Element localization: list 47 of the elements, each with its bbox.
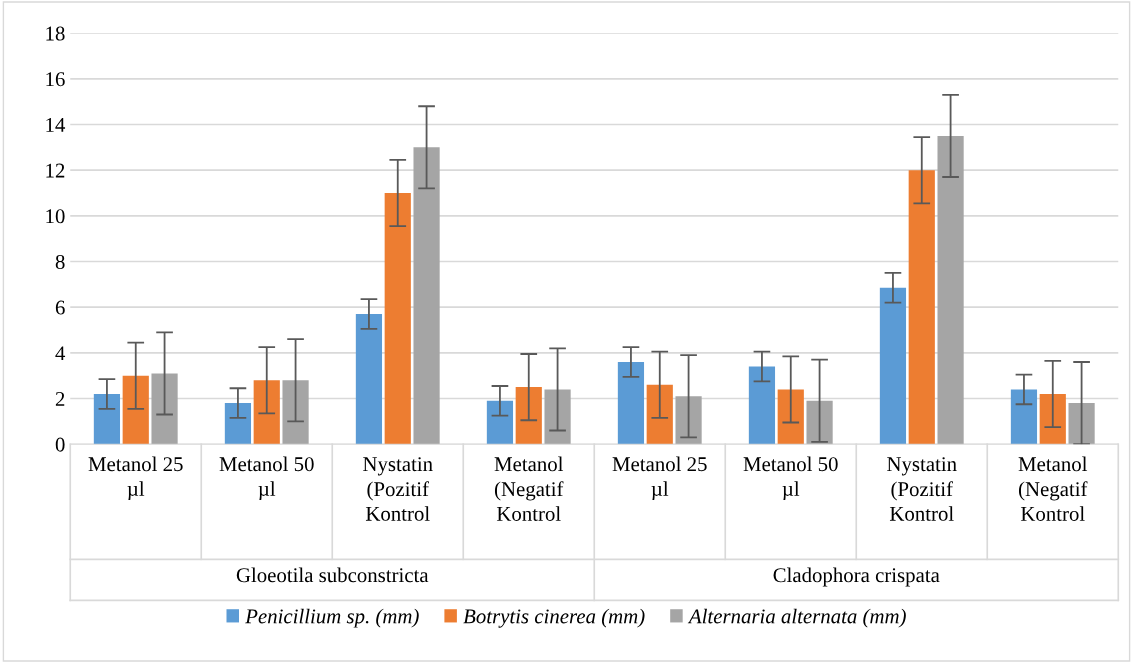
x-tick-label: Metanol (Negatif Kontrol xyxy=(494,456,564,521)
bar xyxy=(224,403,252,445)
bar xyxy=(151,373,178,445)
bar xyxy=(748,366,776,445)
bar xyxy=(1068,403,1095,445)
legend-label: Alternaria alternata (mm) xyxy=(687,608,906,628)
bar xyxy=(806,400,833,445)
bar xyxy=(879,287,907,445)
text: Cladophora crispata xyxy=(773,567,940,587)
x-tick-label: Metanol (Negatif Kontrol xyxy=(1018,456,1088,521)
text: Gloeotila subconstricta xyxy=(236,567,429,583)
bar xyxy=(515,387,542,445)
y-tick-label: 8 xyxy=(55,254,65,269)
x-tick-label: Nystatin (Pozitif Kontrol xyxy=(363,457,433,521)
y-tick-label: 2 xyxy=(55,391,65,406)
y-tick-label: 6 xyxy=(55,300,65,315)
bar xyxy=(777,389,804,445)
y-tick-label: 4 xyxy=(55,346,66,361)
bar xyxy=(544,389,571,445)
bar xyxy=(122,375,149,445)
bar xyxy=(384,193,411,445)
bar xyxy=(1010,389,1038,445)
y-tick-label: 16 xyxy=(46,72,65,87)
bar xyxy=(646,384,673,445)
y-tick-label: 14 xyxy=(46,117,66,132)
legend-label: Penicillium sp. (mm) xyxy=(245,608,419,628)
bar xyxy=(1039,393,1066,445)
y-tick-label: 0 xyxy=(55,437,65,452)
x-tick-label: Metanol 50 µl xyxy=(219,456,314,501)
y-tick-label: 18 xyxy=(46,26,65,41)
bar xyxy=(93,393,121,445)
bar xyxy=(617,362,645,445)
y-tick-label: 10 xyxy=(46,209,65,224)
bar xyxy=(413,147,440,445)
bar xyxy=(253,380,280,445)
x-tick-label: Metanol 50 µl xyxy=(743,456,838,501)
bar xyxy=(486,400,514,445)
bar xyxy=(908,170,935,445)
bar xyxy=(355,314,383,445)
y-tick-label: 12 xyxy=(46,163,65,178)
x-tick-label: Nystatin (Pozitif Kontrol xyxy=(887,457,957,521)
bar xyxy=(282,380,309,445)
bar xyxy=(937,135,964,445)
x-tick-label: Metanol 25 µl xyxy=(612,456,707,501)
bar xyxy=(675,396,702,445)
x-tick-label: Metanol 25 µl xyxy=(88,456,183,501)
legend-label: Botrytis cinerea (mm) xyxy=(463,608,645,628)
